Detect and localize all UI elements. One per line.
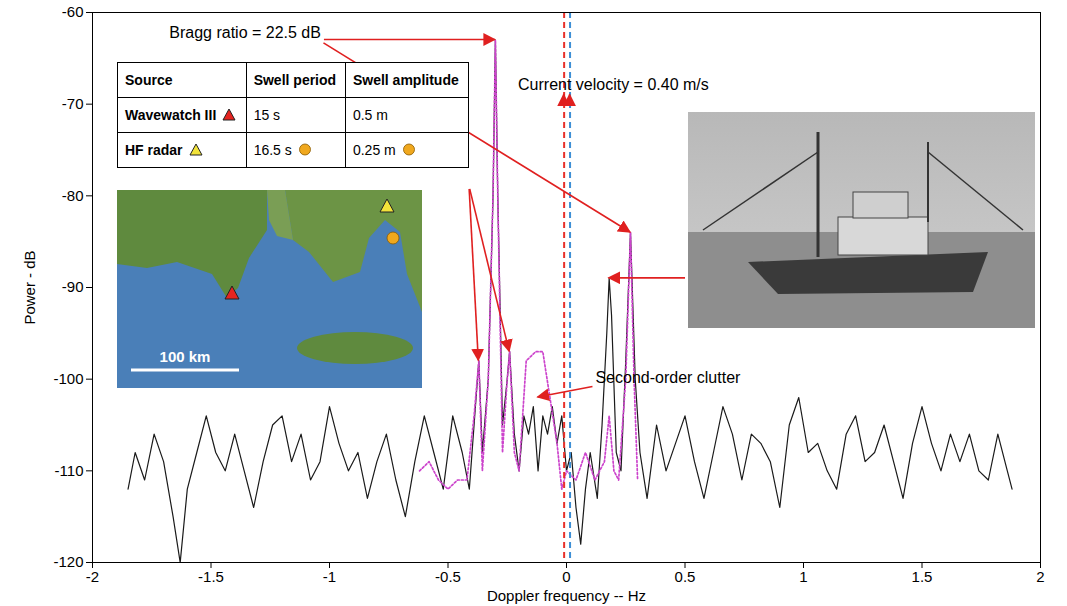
svg-text:-80: -80 (62, 187, 84, 204)
svg-text:-100: -100 (53, 370, 83, 387)
html-text:0.25 m: 0.25 m (352, 142, 396, 158)
html-text:15 s: 15 s (253, 107, 281, 123)
svg-text:-0.5: -0.5 (435, 568, 461, 585)
html-text:16.5 s: 16.5 s (253, 142, 292, 158)
svg-text:-120: -120 (53, 553, 83, 570)
svg-text:-60: -60 (62, 3, 84, 20)
html-text:Wavewatch III: Wavewatch III (125, 107, 217, 123)
svg-text:-70: -70 (62, 95, 84, 112)
svg-text:Power - dB: Power - dB (21, 250, 38, 324)
svg-text:Second-order clutter: Second-order clutter (595, 369, 741, 386)
svg-text:-110: -110 (55, 462, 84, 479)
svg-text:1: 1 (799, 568, 807, 585)
svg-text:0: 0 (562, 568, 570, 585)
html-text:Source: Source (125, 72, 173, 88)
svg-text:-1.5: -1.5 (198, 568, 224, 585)
html-text:0.5 m: 0.5 m (352, 107, 388, 123)
svg-text:0.5: 0.5 (675, 568, 696, 585)
svg-text:-1: -1 (323, 568, 336, 585)
svg-text:100 km: 100 km (160, 348, 211, 365)
svg-text:-2: -2 (86, 568, 99, 585)
svg-text:Bragg ratio = 22.5 dB: Bragg ratio = 22.5 dB (169, 24, 321, 41)
html-text:Swell period: Swell period (253, 72, 337, 88)
svg-text:-90: -90 (62, 278, 84, 295)
html-text:Swell amplitude: Swell amplitude (352, 72, 459, 88)
svg-text:2: 2 (1036, 568, 1044, 585)
svg-text:Current velocity = 0.40 m/s: Current velocity = 0.40 m/s (518, 76, 709, 93)
svg-text:Doppler frequency -- Hz: Doppler frequency -- Hz (487, 587, 646, 604)
svg-text:1.5: 1.5 (912, 568, 933, 585)
html-text:HF radar: HF radar (125, 142, 183, 158)
